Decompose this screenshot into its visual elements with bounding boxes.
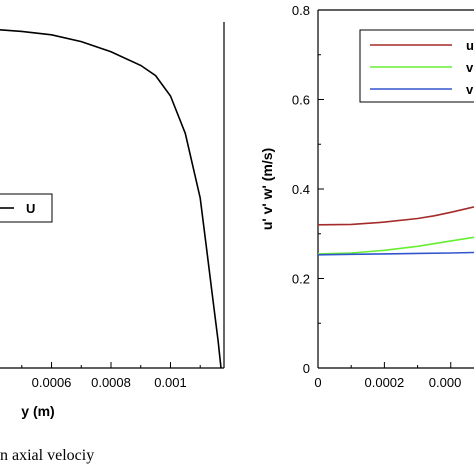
right-x-tick-label: 0 [314,375,321,390]
left-x-tick-label: 0.0006 [32,375,72,390]
right-y-tick-label: 0.4 [292,182,310,197]
right-plot-panel: 0 0.2 0.4 0.6 0.8 0 0.0002 0.000 u' v' w' (m/s) u… [259,3,474,390]
right-series-line-0 [317,206,474,226]
left-series-line-u [0,29,222,369]
left-x-axis-title: y (m) [21,403,54,419]
right-y-axis-title: u' v' w' (m/s) [259,148,275,230]
left-x-tick-label: 0.0008 [91,375,131,390]
right-y-tick-label: 0 [303,361,310,376]
right-legend-label: u [466,38,474,53]
right-series-line-2 [317,251,474,256]
figure-caption: n axial velociy [0,447,94,464]
left-x-tick-label: 0.001 [154,375,187,390]
right-x-tick-label: 0.000 [429,375,462,390]
right-x-tick-label: 0.0002 [365,375,405,390]
right-y-tick-label: 0.6 [292,93,310,108]
right-y-tick-label: 0.8 [292,3,310,18]
right-y-tick-label: 0.2 [292,272,310,287]
left-plot-panel: 0.0006 0.0008 0.001 y (m) n axial velociy U [0,22,225,464]
left-legend-label: U [26,201,35,216]
right-legend-label: v [466,60,474,75]
right-legend-label: v [466,82,474,97]
right-legend-box [359,29,474,103]
right-series-line-1 [317,236,474,255]
